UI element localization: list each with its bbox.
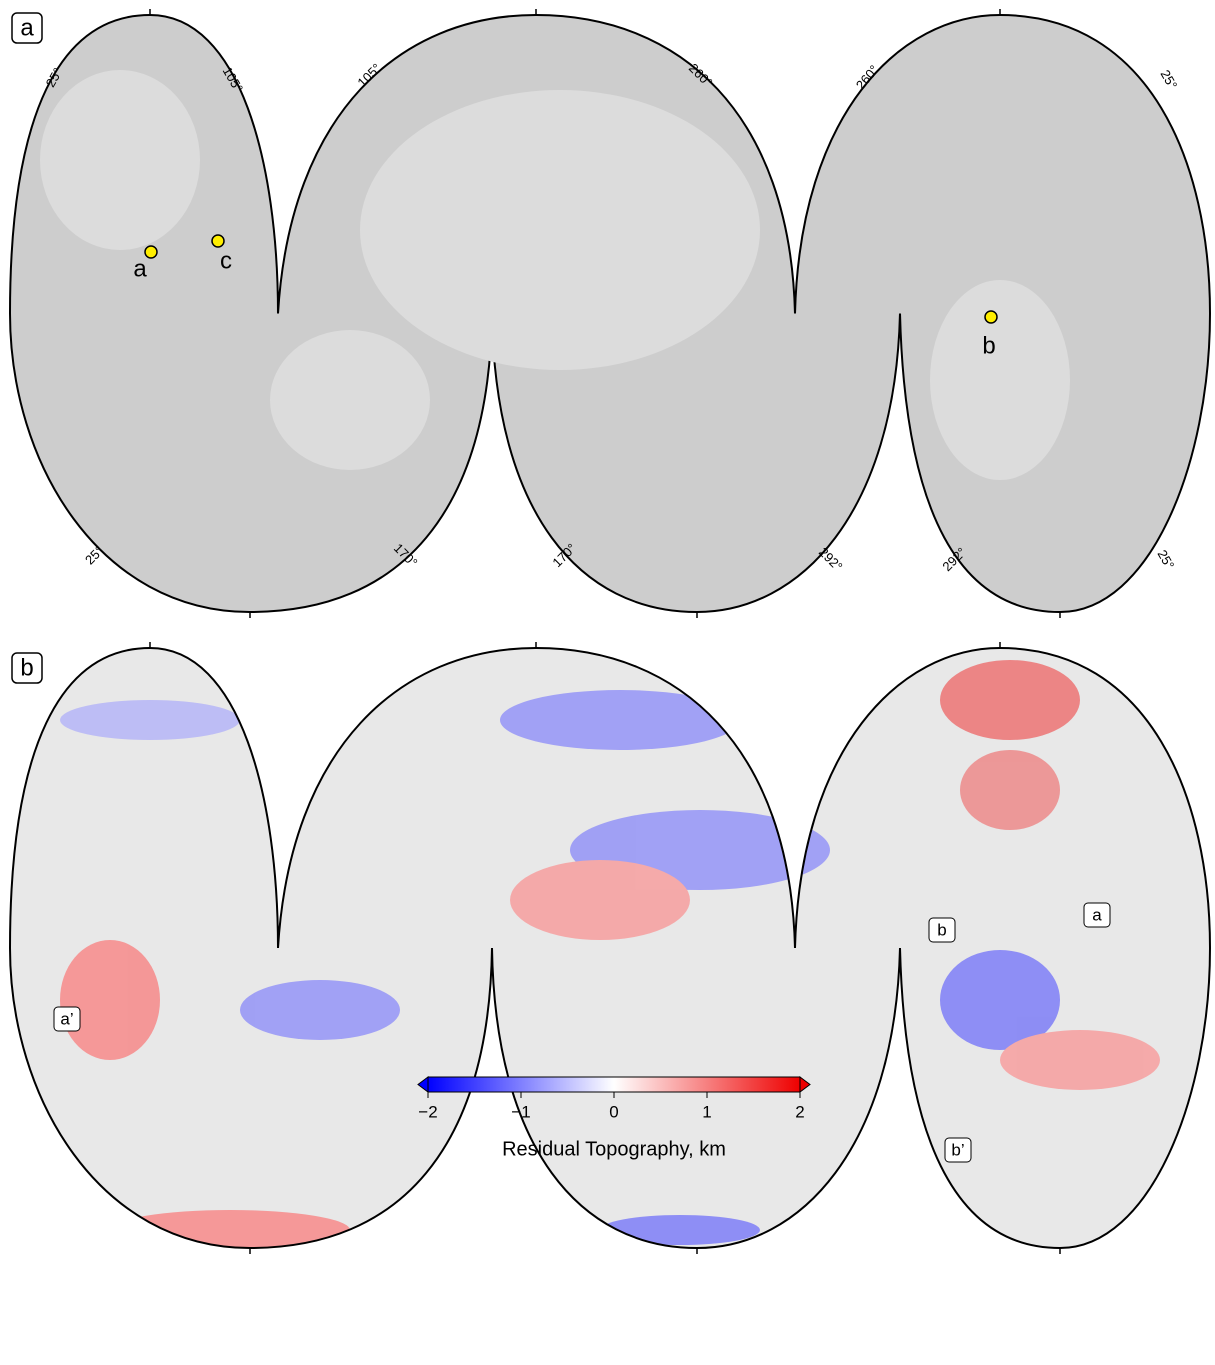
panel-label: a bbox=[20, 14, 34, 41]
site-marker bbox=[212, 235, 224, 247]
residual-patch bbox=[1000, 1030, 1160, 1090]
ocean-texture bbox=[360, 90, 760, 370]
profile-label: b bbox=[937, 920, 946, 939]
panel-label: b bbox=[20, 654, 33, 681]
colorbar-tick-label: 0 bbox=[609, 1102, 618, 1121]
colorbar-tick-label: 1 bbox=[702, 1102, 711, 1121]
profile-label: b’ bbox=[951, 1140, 964, 1159]
residual-patch bbox=[60, 940, 160, 1060]
ocean-texture bbox=[40, 70, 200, 250]
ocean-texture bbox=[270, 330, 430, 470]
colorbar-tick-label: −1 bbox=[511, 1102, 530, 1121]
residual-patch bbox=[60, 700, 240, 740]
profile-label: a’ bbox=[60, 1009, 73, 1028]
site-label: b bbox=[982, 332, 995, 359]
colorbar-tick-label: −2 bbox=[418, 1102, 437, 1121]
colorbar-tick-label: 2 bbox=[795, 1102, 804, 1121]
residual-patch bbox=[510, 860, 690, 940]
figure: 25°105°105°260°260°25°25°170°170°292°292… bbox=[0, 0, 1215, 1365]
meridian-label: 25° bbox=[1158, 67, 1181, 92]
residual-patch bbox=[600, 1215, 760, 1245]
residual-patch bbox=[500, 690, 740, 750]
site-marker bbox=[145, 246, 157, 258]
meridian-label: 25° bbox=[1155, 547, 1178, 572]
residual-patch bbox=[960, 750, 1060, 830]
site-label: c bbox=[220, 247, 232, 274]
site-label: a bbox=[133, 255, 147, 282]
ocean-texture bbox=[930, 280, 1070, 480]
residual-patch bbox=[110, 1210, 350, 1250]
residual-patch bbox=[240, 980, 400, 1040]
profile-label: a bbox=[1092, 905, 1102, 924]
site-marker bbox=[985, 311, 997, 323]
colorbar-label: Residual Topography, km bbox=[502, 1138, 726, 1160]
residual-patch bbox=[940, 660, 1080, 740]
colorbar bbox=[428, 1077, 800, 1092]
